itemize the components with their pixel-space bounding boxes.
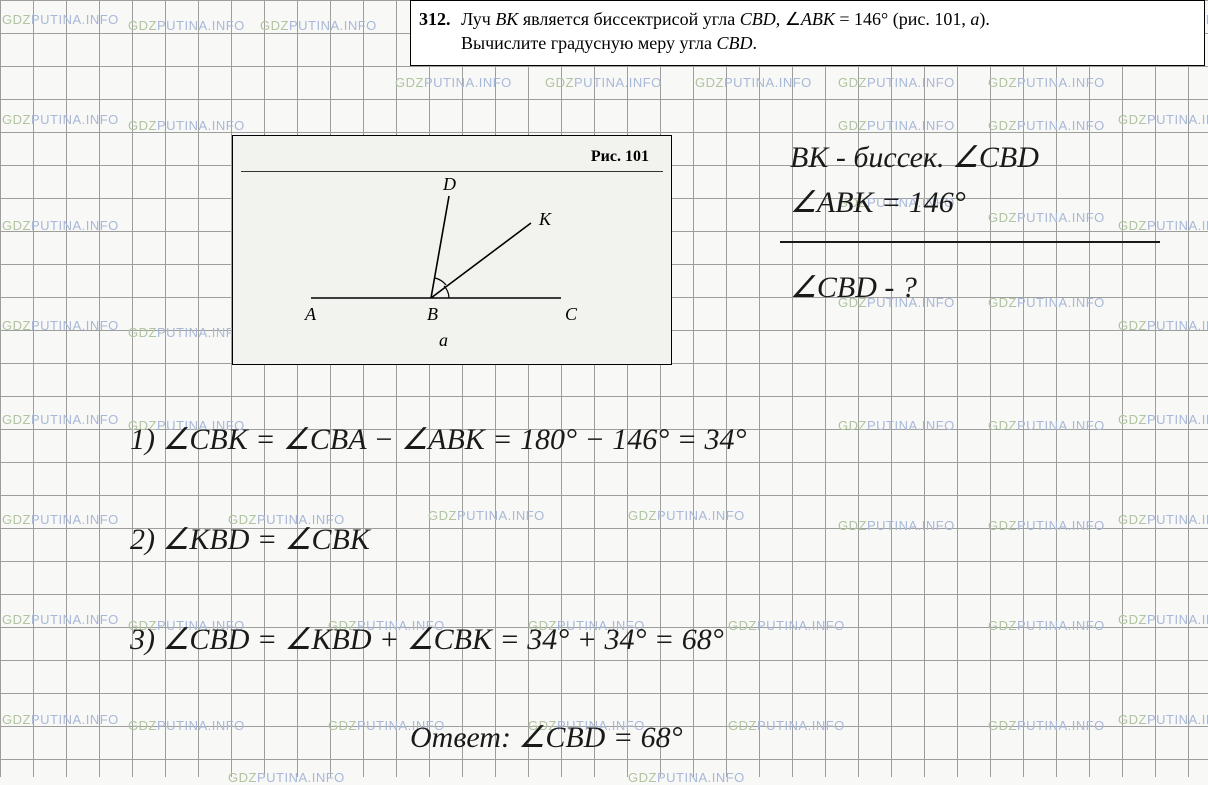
problem-text-1i: ).: [979, 9, 990, 29]
problem-number: 312.: [419, 9, 451, 29]
figure-box: Рис. 101 A B C D Ka: [232, 135, 672, 365]
problem-text-1e: , ∠: [776, 9, 801, 29]
problem-text-2a: Вычислите градусную меру угла: [461, 33, 716, 53]
given-divider: [780, 240, 1180, 244]
problem-text-1h: a: [970, 9, 979, 29]
given-line-3: ∠CBD - ?: [790, 270, 917, 305]
solution-step-3: 3) ∠CBD = ∠KBD + ∠CBK = 34° + 34° = 68°: [130, 622, 724, 657]
problem-text-1f: ABK: [801, 9, 835, 29]
figure-caption: Рис. 101: [241, 144, 663, 172]
svg-text:D: D: [442, 178, 456, 194]
given-line-2: ∠ABK = 146°: [790, 185, 966, 220]
solution-answer: Ответ: ∠CBD = 68°: [410, 720, 683, 755]
problem-text-2c: .: [752, 33, 757, 53]
problem-text-1a: Луч: [461, 9, 495, 29]
svg-text:a: a: [439, 330, 448, 350]
problem-statement: 312. Луч BK является биссектрисой угла C…: [410, 0, 1205, 66]
svg-text:K: K: [538, 209, 552, 229]
svg-text:A: A: [304, 304, 317, 324]
problem-text-1c: является биссектрисой угла: [518, 9, 739, 29]
svg-text:B: B: [427, 304, 438, 324]
problem-text-2b: CBD: [716, 33, 752, 53]
solution-step-2: 2) ∠KBD = ∠CBK: [130, 522, 370, 557]
solution-step-1: 1) ∠CBK = ∠CBA − ∠ABK = 180° − 146° = 34…: [130, 422, 747, 457]
grid-background: [0, 0, 1208, 777]
given-line-1: BK - биссек. ∠CBD: [790, 140, 1039, 175]
problem-text-1b: BK: [495, 9, 518, 29]
problem-text-1g: = 146° (рис. 101,: [835, 9, 970, 29]
problem-text-1d: CBD: [740, 9, 776, 29]
figure-diagram: A B C D Ka: [241, 178, 665, 358]
svg-text:C: C: [565, 304, 578, 324]
